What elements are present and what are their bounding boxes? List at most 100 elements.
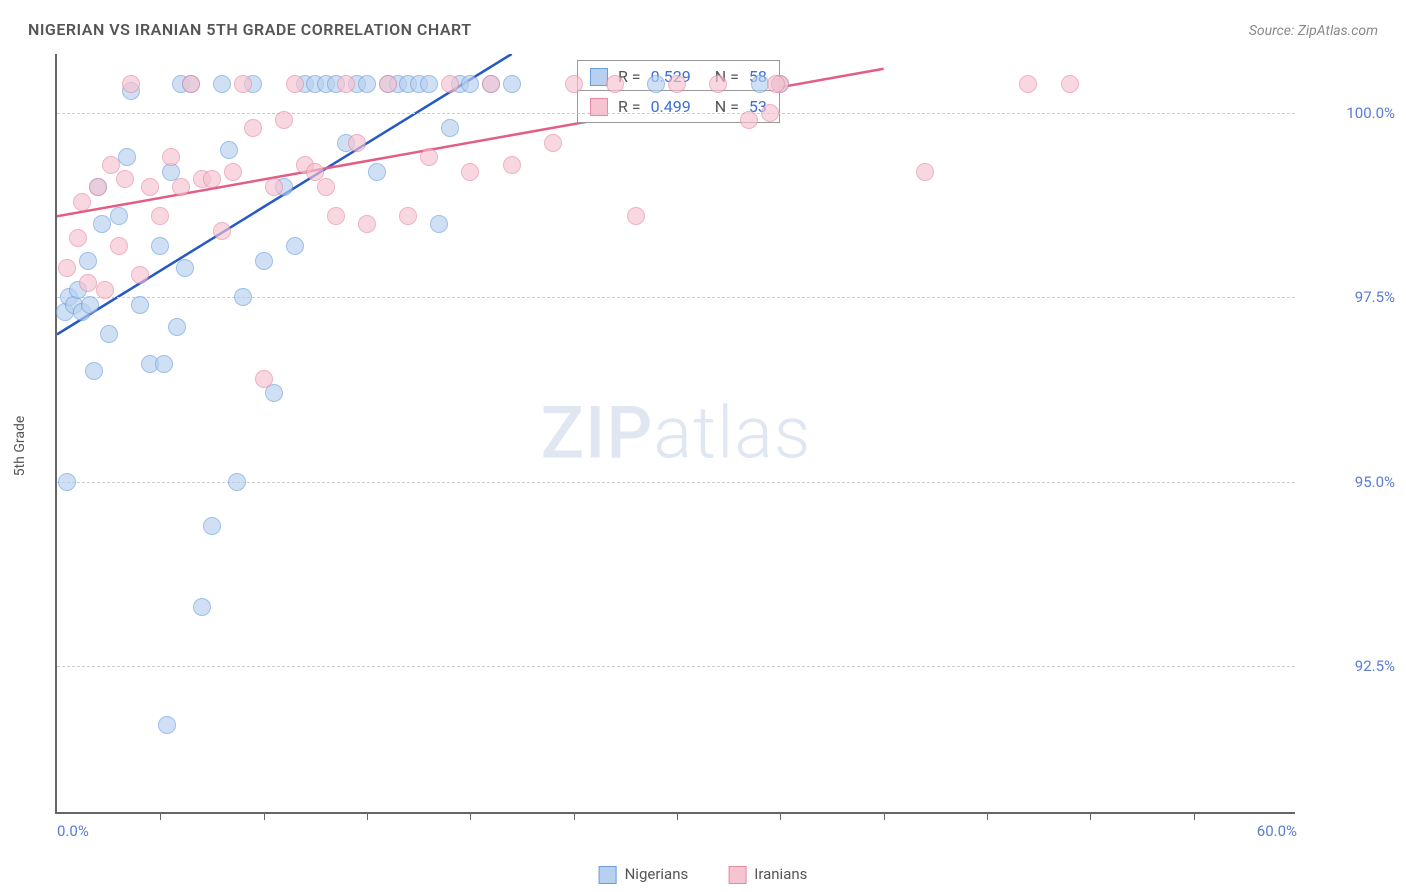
plot-area: ZIPatlas R = 0.529 N = 58 R = 0.499 N = …	[55, 54, 1295, 814]
scatter-point	[182, 75, 200, 93]
scatter-point	[767, 75, 785, 93]
scatter-point	[668, 75, 686, 93]
scatter-point	[399, 207, 417, 225]
scatter-point	[162, 148, 180, 166]
scatter-point	[503, 156, 521, 174]
scatter-point	[265, 384, 283, 402]
scatter-point	[234, 288, 252, 306]
scatter-point	[73, 193, 91, 211]
scatter-point	[337, 75, 355, 93]
scatter-point	[102, 156, 120, 174]
scatter-point	[213, 75, 231, 93]
scatter-point	[151, 237, 169, 255]
scatter-point	[286, 75, 304, 93]
scatter-point	[203, 170, 221, 188]
scatter-point	[131, 266, 149, 284]
scatter-point	[141, 178, 159, 196]
scatter-point	[1061, 75, 1079, 93]
scatter-point	[358, 215, 376, 233]
ytick-label: 97.5%	[1305, 288, 1395, 306]
scatter-point	[158, 716, 176, 734]
scatter-point	[116, 170, 134, 188]
scatter-point	[176, 259, 194, 277]
scatter-point	[275, 111, 293, 129]
scatter-point	[420, 75, 438, 93]
scatter-point	[368, 163, 386, 181]
scatter-point	[503, 75, 521, 93]
scatter-point	[193, 598, 211, 616]
scatter-point	[751, 75, 769, 93]
chart-title: NIGERIAN VS IRANIAN 5TH GRADE CORRELATIO…	[28, 20, 472, 39]
scatter-point	[96, 281, 114, 299]
scatter-point	[93, 215, 111, 233]
scatter-point	[647, 75, 665, 93]
xtick	[264, 812, 265, 820]
scatter-point	[203, 517, 221, 535]
scatter-point	[286, 237, 304, 255]
legend-label-nigerians: Nigerians	[625, 865, 689, 883]
scatter-point	[100, 325, 118, 343]
scatter-point	[58, 473, 76, 491]
scatter-point	[110, 207, 128, 225]
scatter-point	[482, 75, 500, 93]
scatter-point	[172, 178, 190, 196]
scatter-point	[118, 148, 136, 166]
xtick	[1090, 812, 1091, 820]
scatter-point	[255, 370, 273, 388]
scatter-point	[461, 75, 479, 93]
scatter-point	[79, 252, 97, 270]
legend-swatch-iranians	[728, 866, 746, 884]
scatter-point	[151, 207, 169, 225]
ytick-label: 92.5%	[1305, 657, 1395, 675]
scatter-point	[916, 163, 934, 181]
scatter-point	[220, 141, 238, 159]
xtick	[780, 812, 781, 820]
scatter-point	[627, 207, 645, 225]
chart-header: NIGERIAN VS IRANIAN 5TH GRADE CORRELATIO…	[28, 20, 1378, 39]
chart-source: Source: ZipAtlas.com	[1249, 23, 1378, 39]
scatter-point	[441, 75, 459, 93]
scatter-point	[244, 119, 262, 137]
xtick-label: 0.0%	[57, 822, 89, 840]
legend-label-iranians: Iranians	[754, 865, 807, 883]
gridline	[57, 666, 1295, 667]
scatter-point	[327, 207, 345, 225]
scatter-point	[441, 119, 459, 137]
gridline	[57, 113, 1295, 114]
scatter-point	[461, 163, 479, 181]
scatter-point	[122, 75, 140, 93]
scatter-point	[761, 104, 779, 122]
scatter-point	[168, 318, 186, 336]
scatter-point	[81, 296, 99, 314]
scatter-point	[131, 296, 149, 314]
xtick	[987, 812, 988, 820]
scatter-point	[565, 75, 583, 93]
scatter-point	[58, 259, 76, 277]
scatter-point	[85, 362, 103, 380]
scatter-point	[234, 75, 252, 93]
scatter-point	[544, 134, 562, 152]
scatter-point	[348, 134, 366, 152]
scatter-point	[110, 237, 128, 255]
ytick-label: 100.0%	[1305, 104, 1395, 122]
scatter-point	[224, 163, 242, 181]
scatter-point	[255, 252, 273, 270]
scatter-point	[69, 229, 87, 247]
scatter-point	[709, 75, 727, 93]
xtick	[677, 812, 678, 820]
scatter-point	[228, 473, 246, 491]
scatter-point	[606, 75, 624, 93]
legend-item-nigerians: Nigerians	[599, 865, 689, 884]
scatter-point	[79, 274, 97, 292]
xtick	[470, 812, 471, 820]
legend-swatch-nigerians	[599, 866, 617, 884]
scatter-point	[265, 178, 283, 196]
scatter-point	[1019, 75, 1037, 93]
legend: Nigerians Iranians	[599, 865, 808, 884]
scatter-point	[213, 222, 231, 240]
legend-item-iranians: Iranians	[728, 865, 807, 884]
scatter-point	[317, 178, 335, 196]
scatter-point	[89, 178, 107, 196]
scatter-point	[379, 75, 397, 93]
scatter-point	[358, 75, 376, 93]
